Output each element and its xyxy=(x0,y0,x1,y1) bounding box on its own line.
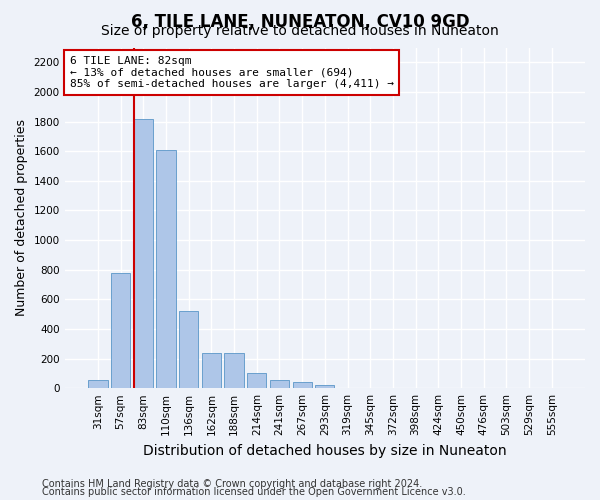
Bar xyxy=(293,382,312,388)
Bar xyxy=(179,311,199,388)
Y-axis label: Number of detached properties: Number of detached properties xyxy=(15,120,28,316)
Text: Contains public sector information licensed under the Open Government Licence v3: Contains public sector information licen… xyxy=(42,487,466,497)
Text: Contains HM Land Registry data © Crown copyright and database right 2024.: Contains HM Land Registry data © Crown c… xyxy=(42,479,422,489)
Text: Size of property relative to detached houses in Nuneaton: Size of property relative to detached ho… xyxy=(101,24,499,38)
Text: 6 TILE LANE: 82sqm
← 13% of detached houses are smaller (694)
85% of semi-detach: 6 TILE LANE: 82sqm ← 13% of detached hou… xyxy=(70,56,394,89)
Text: 6, TILE LANE, NUNEATON, CV10 9GD: 6, TILE LANE, NUNEATON, CV10 9GD xyxy=(131,12,469,30)
Bar xyxy=(270,380,289,388)
Bar xyxy=(134,118,153,388)
Bar xyxy=(88,380,107,388)
X-axis label: Distribution of detached houses by size in Nuneaton: Distribution of detached houses by size … xyxy=(143,444,506,458)
Bar xyxy=(224,354,244,388)
Bar xyxy=(202,354,221,388)
Bar xyxy=(247,372,266,388)
Bar xyxy=(315,385,334,388)
Bar xyxy=(157,150,176,388)
Bar xyxy=(111,272,130,388)
